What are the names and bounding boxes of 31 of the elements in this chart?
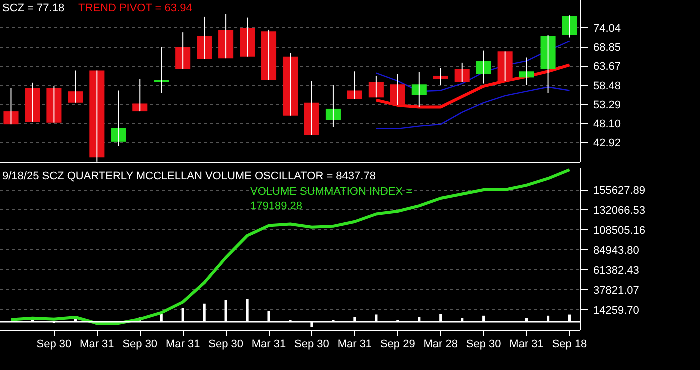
x-tick-label: Mar 31 bbox=[510, 338, 544, 350]
y-tick-label: 84943.80 bbox=[594, 244, 640, 257]
y-tick-label: 68.85 bbox=[594, 42, 622, 54]
chart-title: SCZ = 77.18 bbox=[2, 2, 65, 14]
text: TREND PIVOT = 63.94 bbox=[78, 2, 192, 14]
series-label: VOLUME SUMMATION INDEX = 179189.28 bbox=[250, 186, 413, 212]
y-tick-label: 63.67 bbox=[594, 61, 622, 74]
x-tick-label: Mar 31 bbox=[338, 338, 372, 350]
y-tick-label: 74.04 bbox=[594, 22, 622, 35]
y-tick-label: 61382.43 bbox=[594, 264, 640, 277]
x-tick-label: Sep 30 bbox=[466, 338, 502, 350]
y-tick-label: 37821.07 bbox=[594, 284, 640, 297]
y-tick-label: 108505.16 bbox=[594, 224, 646, 237]
x-tick-label: Mar 31 bbox=[252, 338, 286, 350]
y-tick-label: 155627.89 bbox=[594, 185, 646, 198]
y-tick-label: 48.10 bbox=[594, 118, 622, 130]
x-tick-label: Mar 31 bbox=[166, 338, 200, 350]
x-tick-label: Sep 30 bbox=[294, 338, 330, 350]
y-tick-label: 53.29 bbox=[594, 99, 622, 112]
x-tick-label: Sep 30 bbox=[122, 338, 158, 350]
y-tick-label: 132066.53 bbox=[594, 204, 646, 217]
y-tick-label: 58.48 bbox=[594, 80, 622, 92]
x-tick-label: Mar 28 bbox=[424, 338, 458, 350]
text: 9/18/25 SCZ QUARTERLY MCCLELLAN VOLUME OSCILLATOR = 8437.78 bbox=[2, 170, 376, 182]
x-tick-label: Sep 30 bbox=[36, 338, 72, 350]
y-tick-label: 42.92 bbox=[594, 138, 622, 150]
y-tick-label: 14259.70 bbox=[594, 304, 640, 317]
x-tick-label: Sep 30 bbox=[208, 338, 244, 350]
x-tick-label: Sep 29 bbox=[380, 338, 416, 350]
x-tick-label: Mar 31 bbox=[80, 338, 114, 350]
x-tick-label: Sep 18 bbox=[552, 338, 588, 350]
